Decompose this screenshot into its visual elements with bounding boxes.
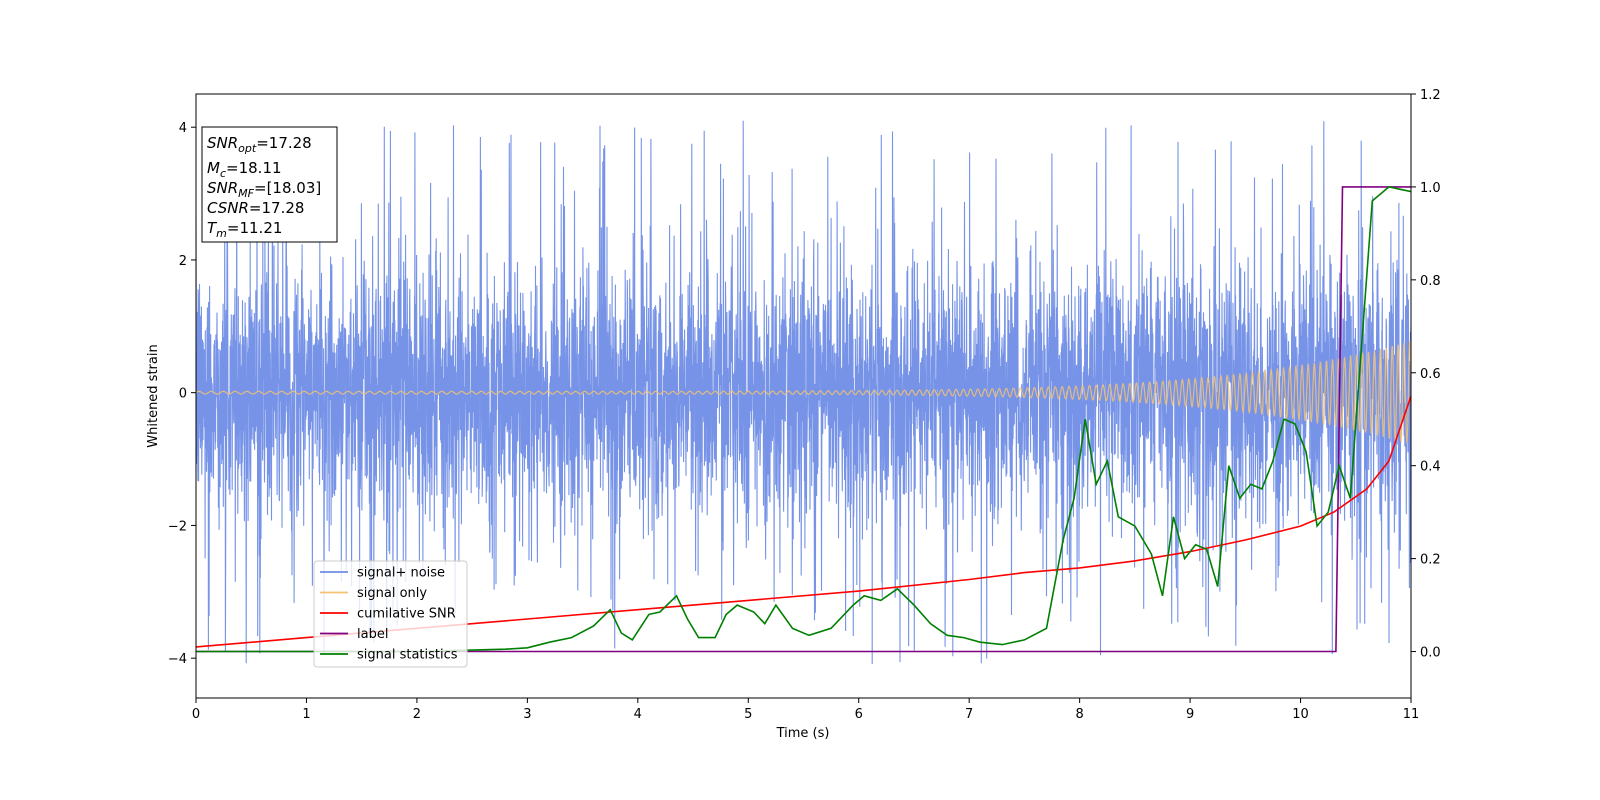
info-value: =11.21 — [227, 219, 283, 237]
info-subscript: c — [220, 167, 226, 180]
y-axis-title: Whitened strain — [146, 344, 161, 447]
x-tick-label: 5 — [744, 707, 752, 722]
y2-tick-label: 0.4 — [1420, 460, 1441, 475]
x-tick-label: 4 — [634, 707, 642, 722]
series-layer — [196, 120, 1411, 664]
series-signal-statistics-line — [196, 186, 1411, 653]
x-tick-label: 3 — [523, 707, 531, 722]
x-axis: 0 1 2 3 4 5 6 7 8 9 10 11 — [192, 698, 1419, 722]
y-tick-label: −4 — [168, 652, 187, 667]
legend-label: signal statistics — [357, 648, 458, 663]
info-box: SNRopt=17.28Mc=18.11SNRMF=[18.03]CSNR=17… — [201, 126, 338, 243]
x-tick-label: 1 — [302, 707, 310, 722]
legend-label: signal+ noise — [357, 566, 445, 581]
y-axis-left: −4 −2 0 2 4 — [168, 121, 196, 667]
info-value: =17.28 — [256, 134, 312, 152]
y2-tick-label: 0.8 — [1420, 274, 1441, 289]
info-value: =[18.03] — [254, 179, 321, 197]
x-tick-label: 11 — [1403, 707, 1420, 722]
info-symbol: SNR — [207, 179, 238, 197]
info-value: =18.11 — [226, 159, 282, 177]
info-symbol: M — [207, 159, 220, 177]
legend-label: cumilative SNR — [357, 607, 456, 622]
y-axis-right: 0.0 0.2 0.4 0.6 0.8 1.0 1.2 — [1411, 88, 1441, 661]
info-subscript: MF — [238, 187, 254, 200]
x-tick-label: 7 — [965, 707, 973, 722]
x-tick-label: 2 — [413, 707, 421, 722]
x-tick-label: 8 — [1075, 707, 1083, 722]
x-axis-title: Time (s) — [776, 726, 830, 741]
legend-frame — [313, 560, 468, 668]
y-tick-label: 0 — [179, 387, 187, 402]
info-symbol: T — [207, 219, 218, 237]
info-line: SNRopt=17.28 — [207, 134, 312, 155]
x-tick-label: 10 — [1292, 707, 1309, 722]
legend-label: label — [357, 627, 388, 642]
info-symbol: SNR — [207, 134, 238, 152]
series-signal-noise-line — [196, 120, 1411, 664]
y2-tick-label: 0.6 — [1420, 367, 1441, 382]
info-subscript: m — [216, 227, 227, 240]
legend: signal+ noise signal only cumilative SNR la… — [313, 560, 468, 668]
x-tick-label: 6 — [855, 707, 863, 722]
info-symbol: CSNR — [207, 199, 249, 217]
x-tick-label: 9 — [1186, 707, 1194, 722]
info-value: =17.28 — [249, 199, 305, 217]
y2-tick-label: 0.0 — [1420, 646, 1441, 661]
info-line: CSNR=17.28 — [207, 199, 304, 217]
y2-tick-label: 1.0 — [1420, 181, 1441, 196]
info-line: SNRMF=[18.03] — [207, 179, 321, 200]
y-tick-label: −2 — [168, 519, 187, 534]
y-tick-label: 2 — [179, 254, 187, 269]
legend-label: signal only — [357, 586, 427, 601]
series-label-line — [196, 186, 1411, 653]
info-line: Tm=11.21 — [207, 219, 282, 240]
plot-frame — [195, 93, 1412, 699]
y2-tick-label: 0.2 — [1420, 553, 1441, 568]
series-signal-only-line — [196, 341, 1411, 444]
y2-tick-label: 1.2 — [1420, 88, 1441, 103]
info-box-frame — [201, 126, 338, 243]
info-line: Mc=18.11 — [207, 159, 282, 180]
y-tick-label: 4 — [179, 121, 187, 136]
series-cumilative-snr-line — [196, 395, 1411, 648]
x-tick-label: 0 — [192, 707, 200, 722]
info-subscript: opt — [238, 142, 257, 155]
